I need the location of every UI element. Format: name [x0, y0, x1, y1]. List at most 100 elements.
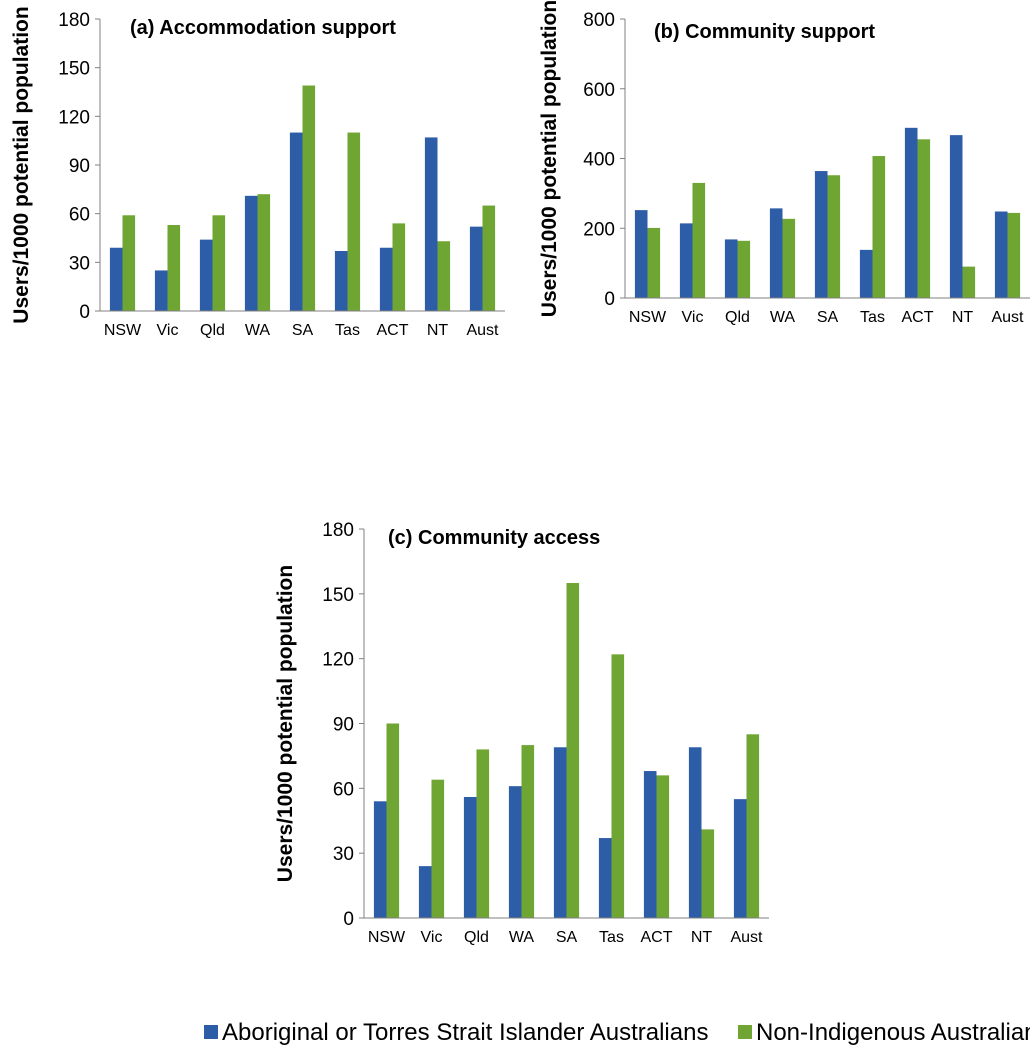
y-tick-label: 200: [583, 219, 615, 240]
x-tick-label: WA: [770, 309, 796, 326]
chart-accommodation-support: 0 30 60 90 120 150 180 NSW Vic Qld WA SA Tas ACT NT Aus…: [10, 6, 505, 339]
y-tick-label: 150: [58, 59, 90, 80]
bar-non-indigenous-nsw: [647, 227, 661, 298]
bar-non-indigenous-vic: [167, 225, 181, 311]
bar-aboriginal-nt: [424, 137, 438, 311]
bar-aboriginal-act: [379, 247, 393, 311]
bar-aboriginal-sa: [814, 171, 828, 298]
x-tick-label: Vic: [157, 322, 179, 339]
y-axis-label: Users/1000 potential population: [538, 0, 561, 317]
bar-aboriginal-vic: [418, 866, 432, 918]
bar-non-indigenous-qld: [212, 215, 226, 311]
y-tick-label: 90: [333, 715, 354, 736]
x-tick-label: NSW: [629, 309, 667, 326]
x-tick-label: Tas: [860, 309, 885, 326]
bar-aboriginal-tas: [334, 250, 348, 311]
x-tick-label: Tas: [599, 929, 624, 946]
bar-non-indigenous-sa: [566, 583, 580, 918]
bar-aboriginal-aust: [469, 226, 483, 311]
legend-label-aboriginal: Aboriginal or Torres Strait Islander Aus…: [222, 1019, 708, 1046]
y-tick-label: 600: [583, 80, 615, 101]
x-tick-label: Qld: [725, 309, 750, 326]
bar-non-indigenous-wa: [521, 745, 535, 918]
bar-aboriginal-nsw: [373, 801, 387, 918]
y-tick-label: 30: [333, 844, 354, 865]
y-tick-label: 120: [322, 650, 354, 671]
bar-non-indigenous-act: [656, 775, 670, 918]
x-tick-label: ACT: [377, 322, 409, 339]
x-tick-label: NT: [952, 309, 974, 326]
bar-aboriginal-nt: [949, 135, 963, 298]
chart-community-support: 0 200 400 600 800 NSW Vic Qld WA SA Tas ACT NT Aust Us…: [538, 0, 1030, 326]
bar-aboriginal-wa: [769, 208, 783, 298]
bar-aboriginal-act: [643, 771, 657, 918]
bar-non-indigenous-nt: [701, 829, 715, 918]
bar-non-indigenous-nt: [437, 241, 451, 311]
y-axis-label: Users/1000 potential population: [10, 6, 33, 323]
x-tick-label: NT: [691, 929, 713, 946]
bar-non-indigenous-qld: [476, 749, 490, 918]
chart-title: (c) Community access: [388, 527, 600, 549]
bar-non-indigenous-nsw: [122, 215, 136, 311]
y-tick-label: 0: [604, 289, 615, 310]
y-tick-label: 60: [69, 205, 90, 226]
bar-non-indigenous-act: [917, 139, 931, 298]
chart-title: (b) Community support: [654, 21, 875, 43]
x-tick-label: SA: [817, 309, 839, 326]
bar-aboriginal-act: [904, 127, 918, 298]
bar-non-indigenous-sa: [302, 85, 316, 311]
bar-aboriginal-tas: [859, 249, 873, 298]
bar-aboriginal-sa: [289, 132, 303, 311]
bar-aboriginal-tas: [598, 838, 612, 918]
legend-swatch-non-indigenous: [738, 1025, 752, 1039]
bar-non-indigenous-vic: [431, 779, 445, 918]
bar-aboriginal-qld: [463, 796, 477, 918]
x-tick-label: NSW: [368, 929, 406, 946]
y-tick-label: 90: [69, 156, 90, 177]
x-tick-label: Qld: [464, 929, 489, 946]
y-tick-label: 180: [322, 520, 354, 541]
bar-aboriginal-wa: [244, 195, 258, 311]
legend-label-non-indigenous: Non-Indigenous Australians: [756, 1019, 1030, 1046]
bar-non-indigenous-sa: [827, 175, 841, 298]
chart-title: (a) Accommodation support: [130, 17, 396, 39]
bar-non-indigenous-aust: [746, 734, 760, 918]
y-tick-label: 0: [79, 302, 90, 323]
bar-non-indigenous-aust: [1007, 212, 1021, 298]
bar-non-indigenous-act: [392, 223, 406, 311]
bar-non-indigenous-nsw: [386, 723, 400, 918]
legend-swatch-aboriginal: [204, 1025, 218, 1039]
bar-non-indigenous-wa: [782, 218, 796, 298]
bar-aboriginal-vic: [154, 270, 168, 311]
bar-non-indigenous-nt: [962, 266, 976, 298]
bar-non-indigenous-aust: [482, 205, 496, 311]
x-tick-label: NT: [427, 322, 449, 339]
x-tick-label: Qld: [200, 322, 225, 339]
y-axis-label: Users/1000 potential population: [274, 565, 297, 882]
bar-aboriginal-sa: [553, 747, 567, 918]
y-tick-label: 120: [58, 107, 90, 128]
chart-community-access: 0 30 60 90 120 150 180 NSW Vic Qld WA SA Tas ACT NT Aus…: [274, 520, 769, 946]
x-tick-label: ACT: [641, 929, 673, 946]
bar-aboriginal-nsw: [109, 247, 123, 311]
x-tick-label: Aust: [466, 322, 499, 339]
bar-aboriginal-aust: [994, 211, 1008, 298]
y-tick-label: 800: [583, 10, 615, 31]
x-tick-label: ACT: [902, 309, 934, 326]
y-tick-label: 400: [583, 150, 615, 171]
x-tick-label: NSW: [104, 322, 142, 339]
bar-aboriginal-vic: [679, 223, 693, 298]
bar-aboriginal-aust: [733, 799, 747, 918]
x-tick-label: WA: [245, 322, 271, 339]
bar-non-indigenous-wa: [257, 194, 271, 311]
x-tick-label: Aust: [991, 309, 1024, 326]
y-tick-label: 0: [343, 909, 354, 930]
x-tick-label: Vic: [682, 309, 704, 326]
x-tick-label: WA: [509, 929, 535, 946]
bar-aboriginal-qld: [724, 239, 738, 298]
bar-non-indigenous-tas: [872, 156, 886, 298]
y-tick-label: 30: [69, 253, 90, 274]
y-tick-label: 180: [58, 10, 90, 31]
x-tick-label: SA: [292, 322, 314, 339]
